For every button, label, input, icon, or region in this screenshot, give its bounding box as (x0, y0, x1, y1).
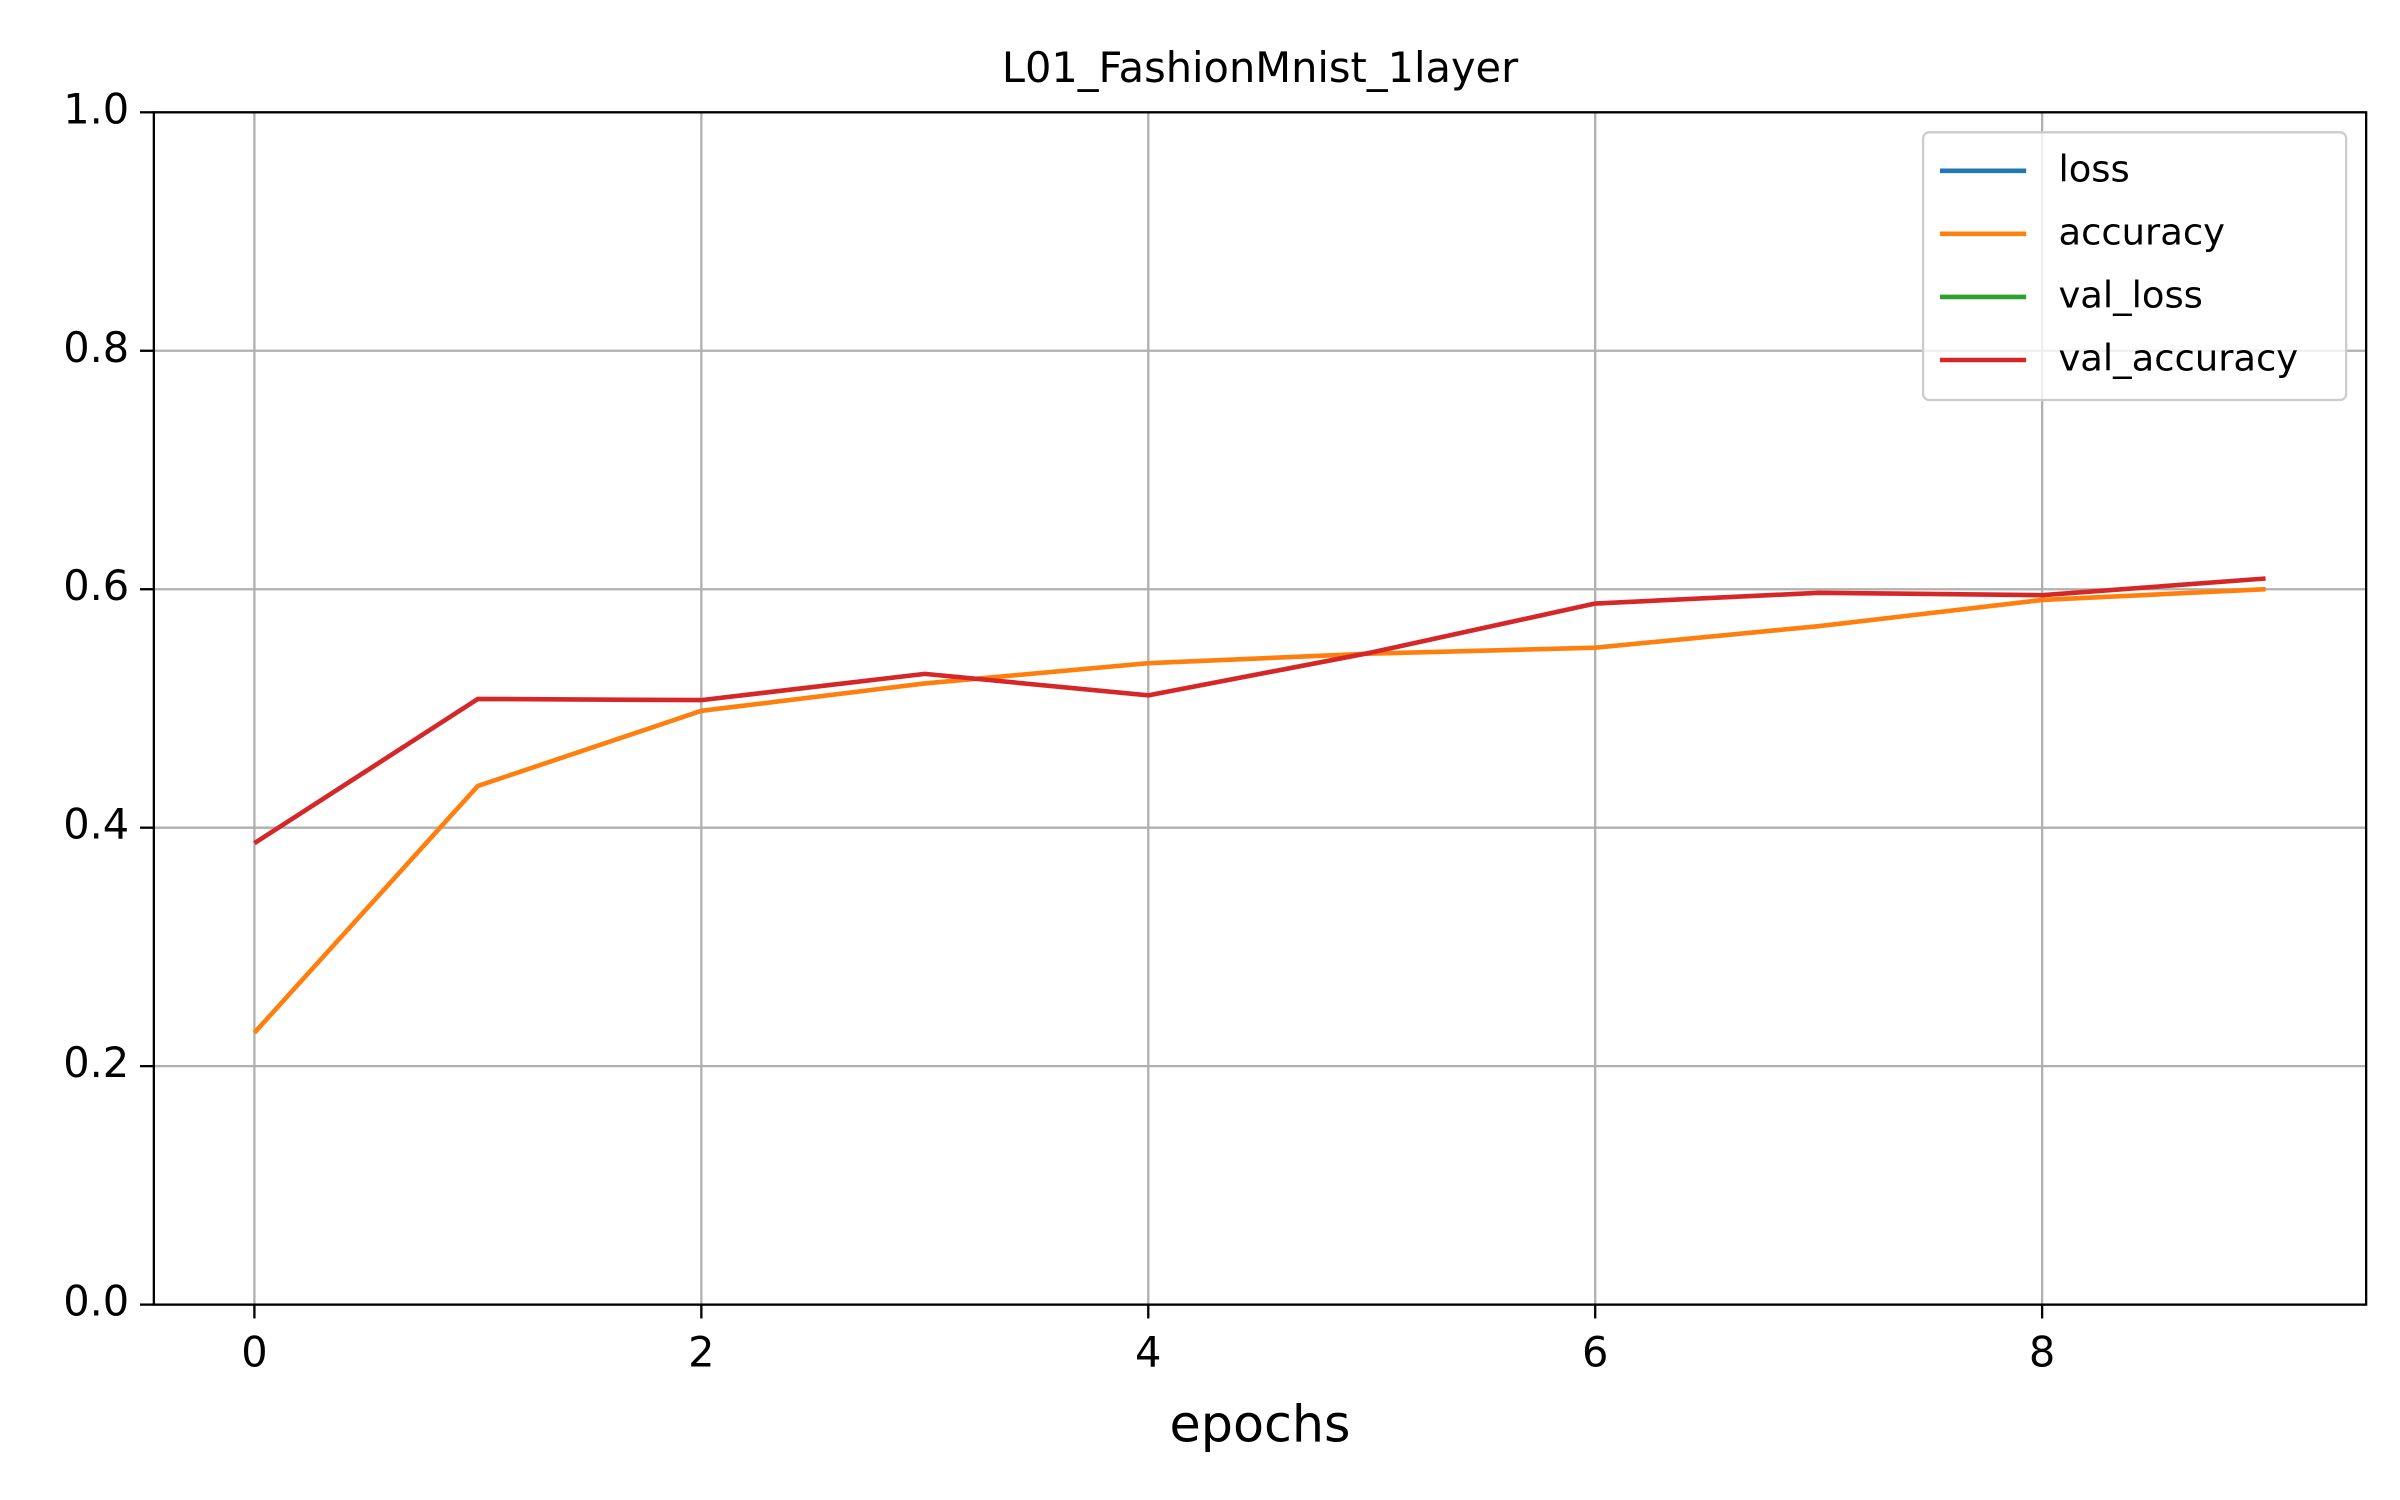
legend-label: val_accuracy (2058, 337, 2298, 380)
y-tick-label: 1.0 (63, 84, 129, 133)
series-line (252, 586, 2266, 1035)
y-tick-label: 0.4 (63, 800, 129, 849)
chart-title: L01_FashionMnist_1layer (1002, 43, 1519, 92)
series-line (253, 576, 2266, 846)
plot-frame (152, 111, 2368, 1306)
x-tick-label: 6 (1582, 1327, 1608, 1376)
x-tick-label: 8 (2029, 1327, 2055, 1376)
legend-box (1921, 131, 2348, 402)
legend-label: loss (2058, 147, 2129, 190)
x-tick-label: 2 (688, 1327, 714, 1376)
y-tick-label: 0.6 (63, 561, 129, 610)
y-tick-label: 0.0 (63, 1277, 129, 1326)
legend-label: accuracy (2058, 210, 2225, 253)
x-tick-label: 0 (241, 1327, 267, 1376)
legend-label: val_loss (2058, 273, 2202, 316)
y-tick-label: 0.2 (63, 1038, 129, 1087)
y-tick-label: 0.8 (63, 323, 129, 372)
x-tick-label: 4 (1135, 1327, 1161, 1376)
x-axis-label: epochs (1170, 1395, 1351, 1454)
